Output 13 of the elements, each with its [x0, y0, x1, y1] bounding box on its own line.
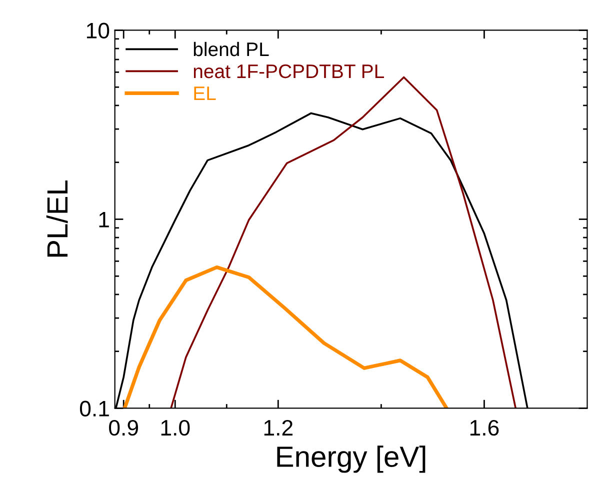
- y-tick-label: 10: [86, 22, 110, 39]
- legend-label: neat 1F-PCPDTBT PL: [194, 64, 384, 78]
- y-tick-label: 1: [99, 212, 109, 228]
- x-tick-label: 1.0: [161, 420, 190, 436]
- legend-label: blend PL: [194, 42, 269, 56]
- line-series: [122, 265, 448, 408]
- x-axis-title: Energy [eV]: [277, 446, 426, 473]
- y-axis-title: PL/EL: [46, 180, 68, 257]
- x-tick-label: 1.6: [470, 420, 499, 436]
- legend-label: EL: [194, 86, 216, 100]
- x-tick-label: 1.2: [264, 420, 292, 436]
- y-tick-label: 0.1: [80, 400, 109, 417]
- x-tick-label: 0.9: [109, 420, 138, 436]
